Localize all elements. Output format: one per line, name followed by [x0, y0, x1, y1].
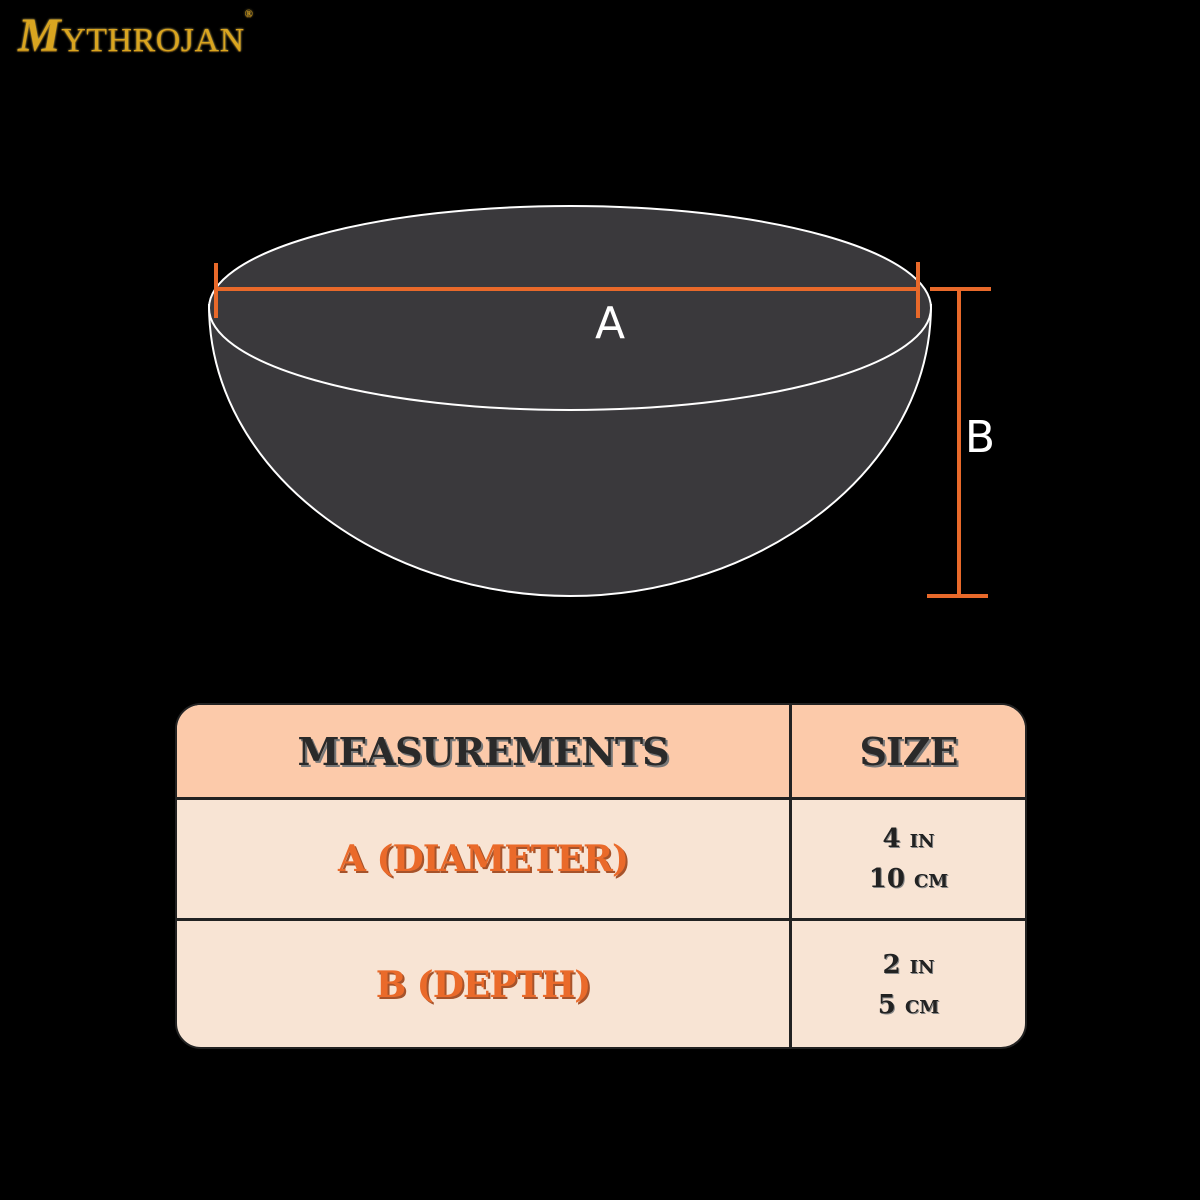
size-cm: 10 cm	[868, 864, 949, 894]
measurements-table: MEASUREMENTS SIZE A (DIAMETER) 4 in 10 cm…	[175, 703, 1027, 1049]
header-measurements: MEASUREMENTS	[297, 728, 669, 774]
bowl-diagram: A B	[207, 205, 995, 598]
dimension-b	[927, 287, 991, 598]
size-cm: 5 cm	[877, 990, 940, 1020]
size-in: 2 in	[882, 950, 935, 980]
measurement-label: B (DEPTH)	[375, 964, 592, 1006]
bowl-rim	[208, 205, 932, 411]
table-row: A (DIAMETER) 4 in 10 cm	[177, 800, 1025, 921]
table-row: B (DEPTH) 2 in 5 cm	[177, 921, 1025, 1047]
header-size: SIZE	[859, 728, 959, 774]
label-b: B	[965, 412, 995, 463]
label-a: A	[595, 298, 625, 349]
brand-logo: MYTHROJAN®	[18, 8, 254, 62]
table-header: MEASUREMENTS SIZE	[177, 705, 1025, 800]
dimension-a	[214, 262, 920, 318]
size-in: 4 in	[882, 824, 935, 854]
measurement-label: A (DIAMETER)	[338, 838, 629, 880]
